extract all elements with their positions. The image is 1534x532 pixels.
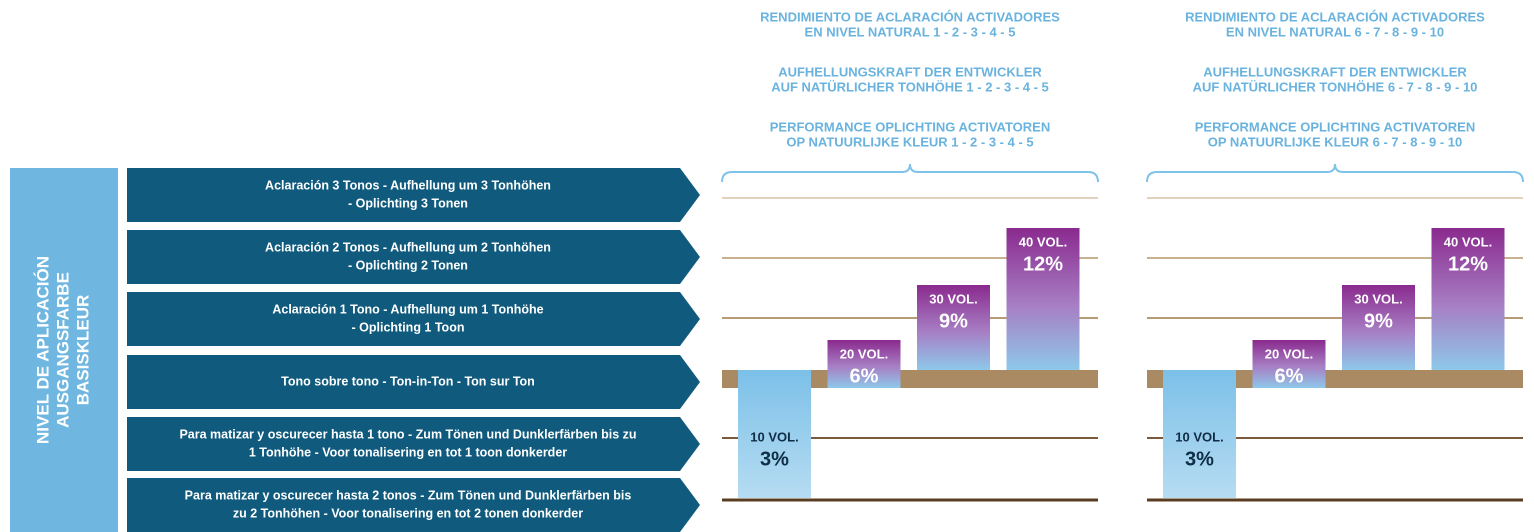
row-text: zu 2 Tonhöhen - Voor tonalisering en tot… xyxy=(233,506,583,520)
heading: PERFORMANCE OPLICHTING ACTIVATOREN xyxy=(770,119,1050,134)
bar xyxy=(827,340,901,388)
row-arrow xyxy=(127,417,700,471)
heading: EN NIVEL NATURAL 6 - 7 - 8 - 9 - 10 xyxy=(1226,24,1444,39)
heading: PERFORMANCE OPLICHTING ACTIVATOREN xyxy=(1195,119,1475,134)
bar-vol: 10 VOL. xyxy=(750,429,798,444)
bar-vol: 30 VOL. xyxy=(929,291,977,306)
bar-pct: 6% xyxy=(1275,365,1304,387)
side-label-line: BASISKLEUR xyxy=(73,295,92,406)
heading: OP NATUURLIJKE KLEUR 6 - 7 - 8 - 9 - 10 xyxy=(1208,134,1463,149)
row-text: Para matizar y oscurecer hasta 1 tono - … xyxy=(179,427,636,441)
row-arrow xyxy=(127,355,700,409)
row-text: Para matizar y oscurecer hasta 2 tonos -… xyxy=(185,488,632,502)
bar-vol: 20 VOL. xyxy=(840,346,888,361)
bar-pct: 12% xyxy=(1448,253,1488,275)
row-arrow xyxy=(127,168,700,222)
row-text: - Oplichting 3 Tonen xyxy=(348,196,468,210)
heading: OP NATUURLIJKE KLEUR 1 - 2 - 3 - 4 - 5 xyxy=(786,134,1033,149)
heading: RENDIMIENTO DE ACLARACIÓN ACTIVADORES xyxy=(1185,9,1485,24)
bar-vol: 10 VOL. xyxy=(1175,429,1223,444)
row-arrow xyxy=(127,230,700,284)
bar xyxy=(1342,285,1415,370)
bar-pct: 9% xyxy=(1364,310,1393,332)
bar-vol: 40 VOL. xyxy=(1444,234,1492,249)
row-text: - Oplichting 2 Tonen xyxy=(348,258,468,272)
brace xyxy=(721,163,1099,183)
base-band xyxy=(722,370,1098,388)
heading: RENDIMIENTO DE ACLARACIÓN ACTIVADORES xyxy=(760,9,1060,24)
bar xyxy=(1431,228,1505,370)
bar xyxy=(917,285,990,370)
bar xyxy=(1163,370,1236,498)
heading: AUF NATÜRLICHER TONHÖHE 6 - 7 - 8 - 9 - … xyxy=(1193,79,1478,94)
row-text: Tono sobre tono - Ton-in-Ton - Ton sur T… xyxy=(281,374,535,388)
heading: AUFHELLUNGSKRAFT DER ENTWICKLER xyxy=(778,64,1042,79)
row-text: Aclaración 2 Tonos - Aufhellung um 2 Ton… xyxy=(265,240,551,254)
row-arrow xyxy=(127,478,700,532)
bar xyxy=(738,370,811,498)
bar-pct: 12% xyxy=(1023,253,1063,275)
bar-pct: 3% xyxy=(1185,448,1214,470)
bar-vol: 20 VOL. xyxy=(1265,346,1313,361)
row-text: - Oplichting 1 Toon xyxy=(352,320,465,334)
heading: AUFHELLUNGSKRAFT DER ENTWICKLER xyxy=(1203,64,1467,79)
bar-pct: 9% xyxy=(939,310,968,332)
heading: AUF NATÜRLICHER TONHÖHE 1 - 2 - 3 - 4 - … xyxy=(771,79,1049,94)
bar-pct: 3% xyxy=(760,448,789,470)
side-label-line: AUSGANGSFARBE xyxy=(53,272,72,428)
side-box xyxy=(10,168,118,532)
row-arrow xyxy=(127,292,700,346)
bar xyxy=(1006,228,1080,370)
heading: EN NIVEL NATURAL 1 - 2 - 3 - 4 - 5 xyxy=(805,24,1016,39)
bar-vol: 40 VOL. xyxy=(1019,234,1067,249)
side-label: NIVEL DE APLICACIÓN AUSGANGSFARBE BASISKLE… xyxy=(33,256,92,444)
row-text: Aclaración 3 Tonos - Aufhellung um 3 Ton… xyxy=(265,178,551,192)
brace xyxy=(1146,163,1524,183)
bar xyxy=(1252,340,1326,388)
row-text: 1 Tonhöhe - Voor tonalisering en tot 1 t… xyxy=(249,445,567,459)
base-band xyxy=(1147,370,1523,388)
bar-vol: 30 VOL. xyxy=(1354,291,1402,306)
side-label-line: NIVEL DE APLICACIÓN xyxy=(33,256,52,444)
row-text: Aclaración 1 Tono - Aufhellung um 1 Tonh… xyxy=(272,302,543,316)
bar-pct: 6% xyxy=(850,365,879,387)
